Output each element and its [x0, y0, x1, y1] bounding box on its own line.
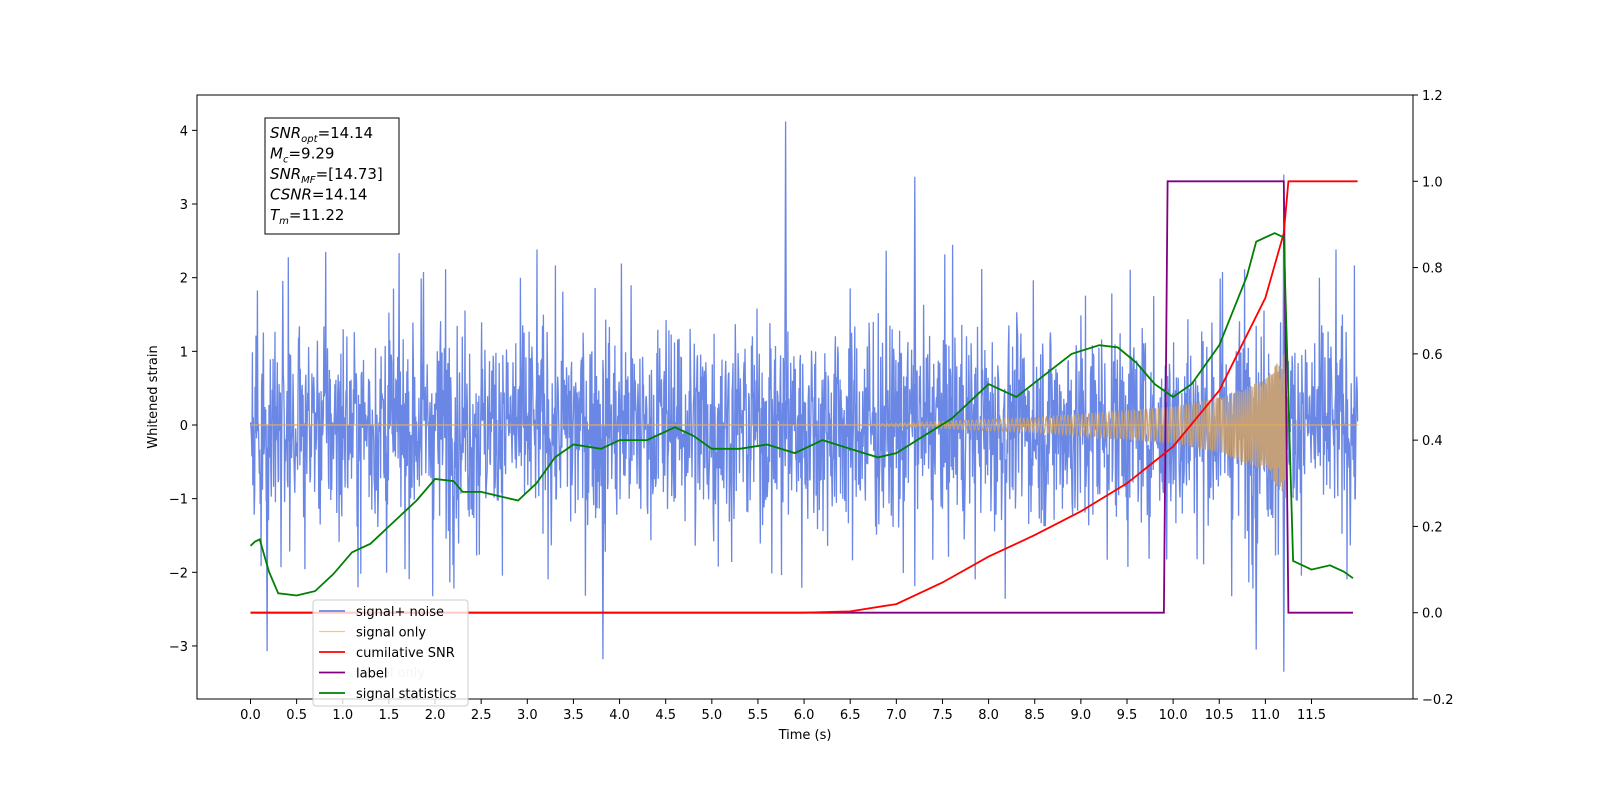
x-tick-label: 6.5 [840, 708, 861, 723]
x-tick-label: 1.5 [379, 708, 400, 723]
x-tick-label: 9.5 [1117, 708, 1138, 723]
annotation-line: Mc=9.29 [270, 145, 334, 166]
annotation-line: CSNR=14.14 [270, 186, 367, 204]
annotation-line: SNRMF=[14.73] [270, 165, 383, 186]
x-tick-label: 0.0 [240, 708, 261, 723]
x-tick-label: 1.0 [332, 708, 353, 723]
legend-frame [312, 599, 469, 707]
x-tick-label: 5.5 [748, 708, 769, 723]
x-tick-label: 2.5 [471, 708, 492, 723]
stats-annotation-box: SNRopt=14.14Mc=9.29SNRMF=[14.73]CSNR=14.… [264, 117, 400, 235]
y-tick-label: −1 [169, 493, 188, 508]
y-tick-label: 4 [180, 124, 188, 139]
x-tick-label: 0.5 [286, 708, 307, 723]
x-axis-label: Time (s) [778, 728, 832, 743]
x-tick-label: 5.0 [701, 708, 722, 723]
series-cumilative-snr [250, 180, 1358, 614]
y-tick-label: 2 [180, 272, 188, 287]
y2-tick-label: 1.0 [1422, 175, 1443, 190]
y2-tick-label: −0.2 [1422, 693, 1454, 708]
x-tick-label: 8.5 [1024, 708, 1045, 723]
x-tick-label: 10.0 [1159, 708, 1188, 723]
series-label [250, 180, 1353, 614]
y2-tick-label: 0.6 [1422, 348, 1443, 363]
annotation-line: Tm=11.22 [270, 206, 344, 227]
y2-tick-label: 0.4 [1422, 434, 1443, 449]
noise-trace [249, 121, 1359, 672]
x-tick-label: 8.0 [978, 708, 999, 723]
x-tick-label: 4.0 [609, 708, 630, 723]
legend-entry: signal only [356, 626, 426, 641]
y-tick-label: 1 [180, 345, 188, 360]
annotation-line: SNRopt=14.14 [270, 124, 373, 145]
y2-axis-ticks: −0.2 0.0 0.2 0.4 0.6 0.8 1.0 1.2 [1413, 89, 1454, 708]
y-tick-label: 3 [180, 198, 188, 213]
right-axis-series [249, 180, 1358, 614]
y-tick-label: −2 [169, 566, 188, 581]
y2-tick-label: 0.2 [1422, 520, 1443, 535]
y2-tick-label: 0.8 [1422, 262, 1443, 277]
series-signal-plus-noise [249, 121, 1359, 672]
y2-tick-label: 1.2 [1422, 89, 1443, 104]
legend-entry: signal+ noise [356, 605, 444, 620]
legend-entry: signal statistics [356, 687, 457, 702]
y2-tick-label: 0.0 [1422, 607, 1443, 622]
y-axis-ticks: −3 −2 −1 0 1 2 3 4 [169, 124, 197, 655]
x-tick-label: 3.0 [517, 708, 538, 723]
x-tick-label: 3.5 [563, 708, 584, 723]
y-tick-label: −3 [169, 640, 188, 655]
legend-entry: cumilative SNR [356, 646, 455, 661]
x-tick-label: 10.5 [1205, 708, 1234, 723]
x-tick-label: 6.0 [794, 708, 815, 723]
x-axis-ticks: 0.0 0.5 1.0 1.5 2.0 2.5 3.0 3.5 4.0 4.5 5.0 5.5 6.0 6… [240, 699, 1326, 723]
x-tick-label: 2.0 [425, 708, 446, 723]
x-tick-label: 11.0 [1251, 708, 1280, 723]
x-tick-label: 7.0 [886, 708, 907, 723]
y-tick-label: 0 [180, 419, 188, 434]
legend-entry: label [356, 667, 387, 682]
y-axis-label: Whitened strain [146, 345, 161, 448]
x-tick-label: 4.5 [655, 708, 676, 723]
series-signal-statistics [249, 232, 1354, 597]
x-tick-label: 11.5 [1297, 708, 1326, 723]
annotation-frame [264, 117, 400, 235]
x-tick-label: 7.5 [932, 708, 953, 723]
plot-frame [196, 94, 1414, 700]
x-tick-label: 9.0 [1071, 708, 1092, 723]
